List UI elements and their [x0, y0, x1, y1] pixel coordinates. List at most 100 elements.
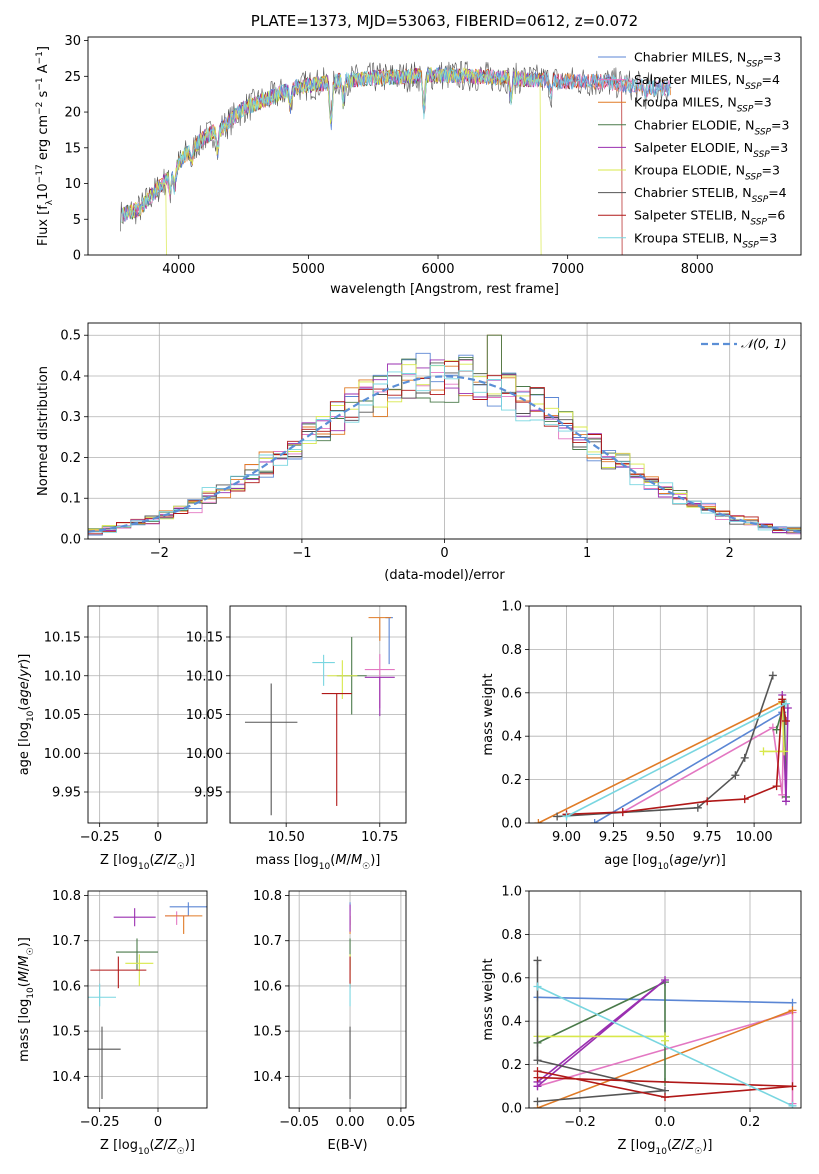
spectrum-ylabel-part: −17 [35, 164, 45, 183]
age-mass-xlabel-part: ☉ [362, 862, 370, 872]
age-z-xtick-label: −0.25 [80, 830, 120, 845]
mw-age-xlabel-part: 10 [657, 862, 669, 872]
mw-z-chabrier-miles-marker [788, 998, 797, 1007]
histogram-steps [88, 334, 801, 536]
spectrum-salpeter-miles-line [121, 66, 672, 222]
age-mass-xlabel-part: ( [330, 853, 335, 868]
age-z-xlabel-part: / [163, 853, 168, 868]
spectrum-chabrier-elodie-line [121, 67, 542, 220]
spectrum-ylabel-part: −1 [35, 77, 45, 90]
mw-age-ytick-label: 0.0 [501, 817, 522, 832]
mw-age-chabrier-stelib-marker [768, 671, 777, 680]
mw-age-series [534, 671, 792, 823]
mass-ebv-xtick-label: 0.00 [336, 1115, 365, 1130]
legend-subscript: SSP [750, 218, 767, 228]
age-z-ylabel-part: age [log [17, 722, 32, 775]
mw-z-xlabel-part: ☉ [694, 1147, 702, 1157]
mw-age-salpeter-stelib-marker [618, 808, 627, 817]
age-mass-axes: 10.50 10.75 9.95 10.00 10.05 10.10 10.15 [186, 606, 406, 845]
mw-z-xtick-label: 0.2 [740, 1115, 761, 1130]
mass-z-xlabel-part: / [163, 1138, 168, 1153]
mw-age-chabrier-stelib-marker [731, 771, 740, 780]
legend-label: Salpeter MILES, N [634, 72, 745, 87]
spectrum-xtick-label: 8000 [681, 262, 714, 277]
age-mass-xlabel-part: / [347, 853, 352, 868]
mw-age-kroupa-elodie-marker [759, 747, 768, 756]
mass-ebv-xlabel-part: E(B-V) [327, 1138, 367, 1153]
mw-z-chabrier-stelib-line [536, 960, 666, 1103]
age-mass-xlabel: mass [log10(M/M☉)] [256, 853, 381, 872]
age-z-ylabel-part: yr [17, 662, 32, 678]
histogram-ytick-label: 0.1 [60, 492, 81, 507]
mw-z-series [533, 956, 797, 1108]
mw-age-xlabel: age [log10(age/yr)] [604, 853, 726, 872]
legend-label: Salpeter ELODIE, N [634, 140, 753, 155]
mw-z-kroupa-miles-marker [788, 1006, 797, 1015]
legend-subscript: SSP [742, 240, 759, 250]
age-z-ylabel-part: 10 [26, 710, 36, 722]
spectrum-axes: 4000 5000 6000 7000 8000 0 5 10 15 20 25 30 [64, 34, 713, 277]
age-z-axes: −0.25 0 9.95 10.00 10.05 10.10 10.15 [44, 606, 207, 845]
histogram-xtick-label: 1 [583, 546, 591, 561]
spectrum-xtick-label: 6000 [421, 262, 454, 277]
spectrum-ylabel-part: −2 [35, 102, 45, 115]
age-z-frame [87, 605, 208, 824]
mw-age-xlabel-part: ( [669, 853, 674, 868]
mw-age-ytick-label: 0.2 [501, 773, 522, 788]
legend-entry-chabrier-stelib: Chabrier STELIB, NSSP=4 [634, 185, 787, 205]
mw-age-salpeter-elodie-marker [781, 797, 790, 806]
mass-z-frame [87, 890, 208, 1109]
mw-age-kroupa-miles-marker [534, 819, 543, 823]
age-z-xlabel-part: Z [154, 853, 165, 868]
histogram-kroupa-stelib-step [88, 364, 801, 534]
mw-age-xlabel-part: age [log [604, 853, 657, 868]
mw-age-chabrier-miles-line [594, 711, 783, 823]
mw-age-xtick-label: 10.00 [735, 830, 772, 845]
mw-z-chabrier-stelib-marker [533, 1056, 542, 1065]
legend-subscript: SSP [746, 60, 763, 70]
spectrum-frame [87, 36, 802, 256]
legend-label: Kroupa STELIB, N [634, 230, 742, 245]
age-mass-ytick-label: 10.00 [186, 747, 223, 762]
mass-z-ylabel-part: )] [17, 937, 32, 947]
mass-z-ytick-label: 10.7 [52, 934, 81, 949]
spectrum-ytick-label: 25 [64, 70, 81, 85]
legend-subscript: SSP [745, 82, 762, 92]
legend-label: Salpeter STELIB, N [634, 208, 750, 223]
mw-age-chabrier-elodie-marker [772, 725, 781, 734]
mw-age-xlabel-part: / [698, 853, 703, 868]
mw-age-chabrier-stelib-marker [553, 812, 562, 821]
legend-nssp: =6 [767, 208, 785, 223]
age-z-points [88, 618, 200, 816]
age-z-ytick-label: 10.10 [44, 669, 81, 684]
age-mass-xlabel-part: )] [370, 853, 380, 868]
spectrum-ytick-label: 30 [64, 34, 81, 49]
age-z-ylabel-part: ( [17, 706, 32, 711]
mw-z-xlabel-part: )] [702, 1138, 712, 1153]
spectrum-ylabel-part: s [36, 90, 51, 101]
mw-z-ytick-label: 0.0 [501, 1102, 522, 1117]
legend-subscript: SSP [737, 105, 754, 115]
mass-z-ylabel-part: mass [log [17, 999, 32, 1062]
mass-z-xlabel-part: )] [185, 1138, 195, 1153]
mw-age-salpeter-miles-line [622, 703, 785, 813]
legend-nssp: =3 [753, 95, 771, 110]
histogram-xtick-label: 2 [726, 546, 734, 561]
spectrum-ylabel-part: A [36, 64, 51, 77]
mass-z-ylabel-part: 10 [26, 987, 36, 999]
histogram-xlabel: (data-model)/error [384, 568, 505, 583]
mw-z-chabrier-stelib-marker [533, 1097, 542, 1106]
age-z-xlabel-part: Z [167, 853, 178, 868]
spectrum-lines [120, 61, 672, 255]
mass-z-ylabel-part: ☉ [26, 947, 36, 955]
mw-z-salpeter-stelib-marker [788, 1082, 797, 1091]
age-z-xtick-label: 0 [154, 830, 162, 845]
legend-entry-chabrier-elodie: Chabrier ELODIE, NSSP=3 [634, 117, 789, 137]
histogram-xtick-label: 0 [440, 546, 448, 561]
mass-z-xtick-label: −0.25 [80, 1115, 120, 1130]
spectrum-ytick-label: 20 [64, 106, 81, 121]
legend-label: Kroupa ELODIE, N [634, 163, 745, 178]
mass-ebv-xlabel: E(B-V) [327, 1138, 367, 1153]
spectrum-xtick-label: 5000 [292, 262, 325, 277]
